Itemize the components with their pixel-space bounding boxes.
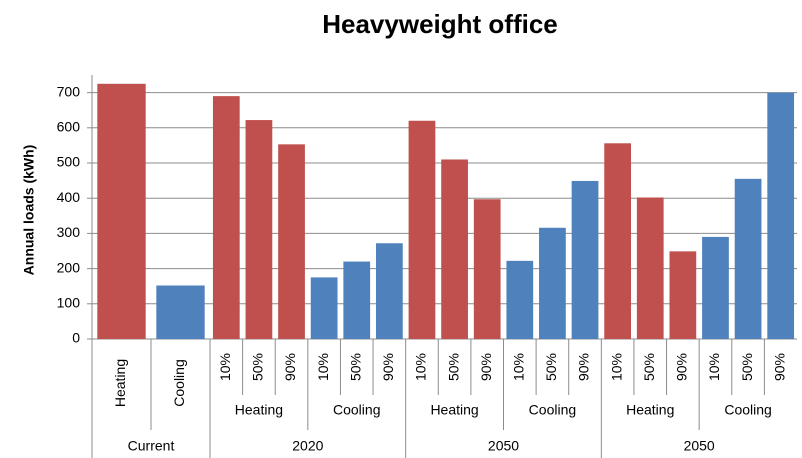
x-tick-label: 90% bbox=[576, 353, 592, 381]
bar bbox=[767, 92, 795, 339]
subgroup-label: Cooling bbox=[529, 402, 576, 418]
bar bbox=[212, 96, 240, 340]
y-axis-title: Annual loads (kWh) bbox=[21, 145, 37, 276]
bar bbox=[604, 143, 632, 339]
x-tick-label: 10% bbox=[315, 353, 331, 381]
subgroup-label: Heating bbox=[235, 402, 283, 418]
subgroup-label: Heating bbox=[430, 402, 478, 418]
x-tick-label: 10% bbox=[413, 353, 429, 381]
x-tick-label: 90% bbox=[478, 353, 494, 381]
bar bbox=[506, 260, 534, 339]
x-tick-label: 10% bbox=[706, 353, 722, 381]
bar bbox=[97, 83, 146, 339]
group-label: 2050 bbox=[684, 438, 715, 454]
y-tick-label: 500 bbox=[57, 154, 81, 170]
y-tick-label: 200 bbox=[57, 259, 81, 275]
bar bbox=[441, 159, 468, 339]
y-tick-label: 600 bbox=[57, 119, 81, 135]
x-tick-label: 50% bbox=[543, 353, 559, 381]
x-tick-label: 50% bbox=[641, 353, 657, 381]
y-tick-label: 0 bbox=[72, 330, 80, 346]
subgroup-label: Cooling bbox=[724, 402, 771, 418]
x-tick-label: 90% bbox=[282, 353, 298, 381]
x-tick-label: 90% bbox=[674, 353, 690, 381]
x-tick-label: 50% bbox=[347, 353, 363, 381]
subgroup-label: Heating bbox=[112, 359, 128, 407]
y-tick-label: 300 bbox=[57, 224, 81, 240]
x-tick-label: 10% bbox=[217, 353, 233, 381]
bar bbox=[702, 236, 729, 339]
bar bbox=[636, 197, 664, 339]
bar bbox=[278, 144, 305, 339]
group-label: 2020 bbox=[292, 438, 323, 454]
y-tick-label: 400 bbox=[57, 189, 81, 205]
bar bbox=[473, 199, 501, 339]
bar bbox=[156, 285, 205, 339]
bar bbox=[343, 261, 371, 339]
x-tick-label: 50% bbox=[739, 353, 755, 381]
subgroup-label: Cooling bbox=[171, 359, 187, 406]
x-tick-label: 90% bbox=[380, 353, 396, 381]
group-label: Current bbox=[128, 438, 175, 454]
bar bbox=[245, 120, 273, 339]
y-tick-label: 100 bbox=[57, 295, 81, 311]
x-tick-label: 50% bbox=[445, 353, 461, 381]
bar bbox=[571, 180, 599, 339]
subgroup-label: Cooling bbox=[333, 402, 380, 418]
chart-title: Heavyweight office bbox=[322, 9, 558, 39]
subgroup-label: Heating bbox=[626, 402, 674, 418]
bar bbox=[310, 277, 338, 339]
bar bbox=[539, 227, 566, 339]
y-tick-label: 700 bbox=[57, 83, 81, 99]
bar bbox=[375, 243, 403, 339]
x-tick-label: 90% bbox=[771, 353, 787, 381]
x-tick-label: 50% bbox=[250, 353, 266, 381]
bar bbox=[408, 120, 436, 339]
x-tick-label: 10% bbox=[511, 353, 527, 381]
x-tick-label: 10% bbox=[608, 353, 624, 381]
bar bbox=[734, 178, 762, 339]
group-label: 2050 bbox=[488, 438, 519, 454]
bar bbox=[669, 251, 697, 339]
